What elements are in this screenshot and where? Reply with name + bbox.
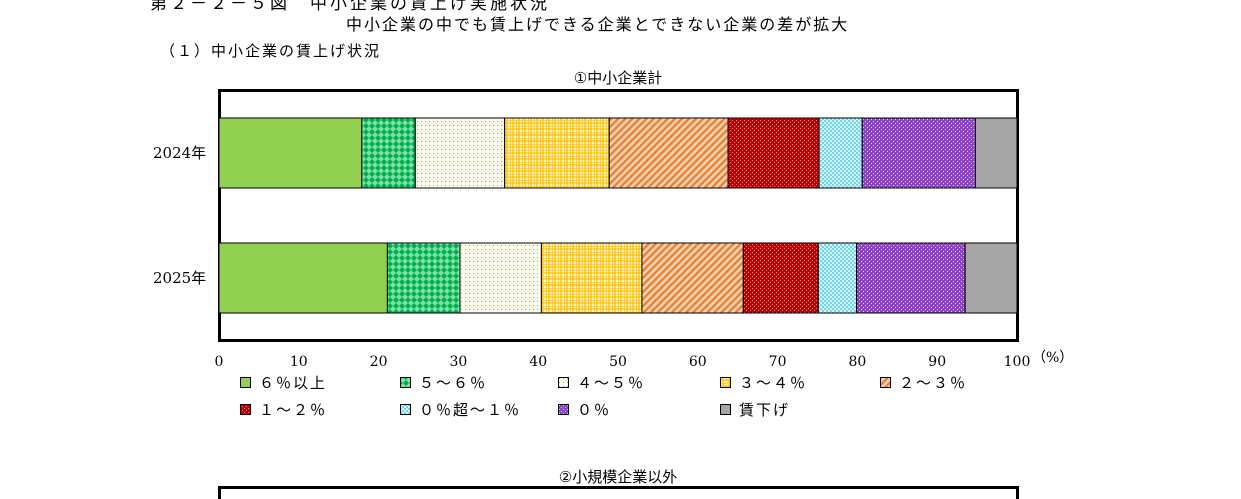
bar-2to3-2025 (641, 242, 744, 314)
x-tick-label: 80 (848, 354, 866, 370)
x-tick-label: 70 (769, 354, 787, 370)
bar-zero-2025 (856, 242, 966, 314)
legend-swatch (400, 404, 411, 415)
bar-3to4-2025 (540, 242, 643, 314)
bar-5to6-2025 (386, 242, 461, 314)
chart1-title: ①中小企業計 (573, 69, 663, 87)
plot-frame (218, 89, 1019, 342)
legend-item-4to5: ４～５％ (558, 372, 645, 393)
x-tick-label: 40 (529, 354, 547, 370)
x-tick-label: 30 (449, 354, 467, 370)
legend-item-5to6: ５～６％ (400, 372, 487, 393)
legend-item-6plus: ６％以上 (240, 372, 327, 393)
bar-1to2-2024 (727, 117, 820, 189)
legend-item-3to4: ３～４％ (720, 372, 807, 393)
bar-0to1-2024 (818, 117, 863, 189)
bar-1to2-2025 (742, 242, 819, 314)
category-label: 2024年 (153, 144, 206, 162)
bar-4to5-2025 (459, 242, 542, 314)
legend-swatch (400, 377, 411, 388)
bar-4to5-2024 (414, 117, 506, 189)
legend-label: ４～５％ (577, 374, 646, 392)
legend-label: ２～３％ (899, 374, 968, 392)
legend-label: ５～６％ (419, 374, 488, 392)
chart2-title: ②小規模企業以外 (558, 468, 678, 486)
x-tick-label: 90 (928, 354, 946, 370)
x-tick-label: 20 (370, 354, 388, 370)
category-label: 2025年 (153, 269, 206, 287)
bar-2to3-2024 (608, 117, 729, 189)
legend-swatch (720, 404, 731, 415)
legend-item-0to1: ０％超～１％ (400, 399, 521, 420)
x-tick-label: 0 (215, 354, 224, 370)
legend-swatch (720, 377, 731, 388)
x-tick-label: 60 (689, 354, 707, 370)
bar-zero-2024 (861, 117, 977, 189)
legend-swatch (558, 404, 569, 415)
legend-label: 賃下げ (739, 401, 791, 419)
x-tick-label: 10 (290, 354, 308, 370)
legend-label: ３～４％ (739, 374, 808, 392)
legend-swatch (880, 377, 891, 388)
figure-subtitle: 中小企業の中でも賃上げできる企業とできない企業の差が拡大 (346, 15, 850, 34)
x-tick-label: 50 (609, 354, 627, 370)
second-chart-frame-top (218, 486, 1019, 499)
legend-item-zero: ０％ (558, 399, 611, 420)
bar-5to6-2024 (361, 117, 416, 189)
section-title: （１）中小企業の賃上げ状況 (160, 42, 382, 60)
figure-heading: 第２－２－５図 中小企業の賃上げ実施状況 (150, 0, 550, 14)
legend-item-down: 賃下げ (720, 399, 790, 420)
bar-6plus-2024 (218, 117, 363, 189)
legend-swatch (240, 377, 251, 388)
legend-label: ０％超～１％ (419, 401, 522, 419)
legend-label: ６％以上 (259, 374, 328, 392)
bar-down-2024 (975, 117, 1018, 189)
legend-label: ０％ (577, 401, 612, 419)
bar-down-2025 (964, 242, 1018, 314)
bar-6plus-2025 (218, 242, 388, 314)
legend-item-1to2: １～２％ (240, 399, 327, 420)
x-tick-label: 100 (1004, 354, 1031, 370)
legend-swatch (240, 404, 251, 415)
legend-item-2to3: ２～３％ (880, 372, 967, 393)
legend-swatch (558, 377, 569, 388)
bar-3to4-2024 (504, 117, 610, 189)
bar-0to1-2025 (817, 242, 858, 314)
x-axis-unit: （%） (1032, 350, 1073, 366)
legend-label: １～２％ (259, 401, 328, 419)
